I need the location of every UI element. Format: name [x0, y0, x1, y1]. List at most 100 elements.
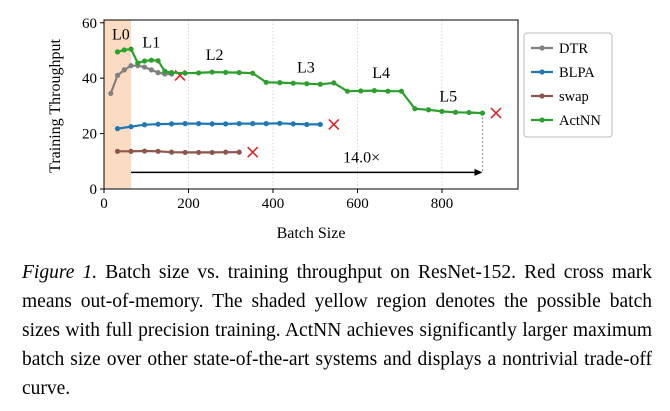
- data-point-actnn: [358, 88, 364, 94]
- y-axis-label: Training Throughput: [47, 39, 64, 173]
- data-point-blpa: [209, 121, 215, 127]
- data-point-swap: [236, 149, 242, 155]
- data-point-actnn: [121, 47, 127, 53]
- data-point-blpa: [114, 126, 121, 132]
- data-point-actnn: [128, 46, 134, 52]
- data-point-blpa: [317, 121, 323, 128]
- x-axis-label: Batch Size: [277, 225, 346, 242]
- legend-marker: [539, 93, 545, 99]
- oom-cross-stroke: [247, 146, 259, 158]
- series-line-blpa: [117, 122, 321, 130]
- throughput-chart: L0 L1 L2 L3 L4 L5 14.0× 0 200 400 600 800 0 20 40 60 D…: [47, 16, 613, 242]
- data-point-dtr: [128, 63, 134, 69]
- data-point-actnn: [196, 70, 202, 76]
- caption-text: Batch size vs. training throughput on Re…: [22, 262, 653, 399]
- data-point-blpa: [304, 121, 310, 128]
- y-tick-label: 20: [82, 127, 97, 143]
- data-point-actnn: [236, 70, 242, 76]
- level-label: L0: [112, 26, 130, 43]
- legend-label: BLPA: [559, 65, 595, 81]
- oom-cross-swap: [247, 146, 259, 158]
- data-point-actnn: [263, 79, 269, 85]
- data-point-actnn: [141, 58, 148, 64]
- data-point-dtr: [155, 70, 161, 76]
- data-point-actnn: [439, 108, 445, 115]
- y-tick-label: 0: [90, 182, 98, 198]
- legend-marker: [539, 45, 545, 51]
- legend-entry-dtr: DTR: [531, 41, 588, 57]
- data-point-actnn: [398, 88, 405, 94]
- series-line-dtr: [109, 64, 172, 94]
- data-point-actnn: [466, 109, 472, 116]
- figure-caption: Figure 1. Batch size vs. training throug…: [22, 258, 652, 403]
- data-point-actnn: [425, 107, 432, 113]
- ratio-arrow-head: [474, 168, 483, 176]
- data-point-blpa: [223, 121, 229, 127]
- data-point-actnn: [155, 58, 161, 64]
- data-point-dtr: [108, 90, 114, 97]
- data-point-dtr: [114, 72, 121, 79]
- data-point-actnn: [209, 69, 215, 75]
- data-point-dtr: [141, 64, 148, 70]
- legend-entry-actnn: ActNN: [531, 113, 601, 129]
- data-point-actnn: [317, 81, 323, 87]
- data-point-dtr: [121, 67, 127, 73]
- data-point-swap: [209, 149, 215, 156]
- oom-cross-actnn: [490, 107, 502, 119]
- data-point-swap: [168, 149, 175, 155]
- data-point-blpa: [196, 121, 202, 127]
- x-tick-label: 0: [100, 196, 108, 212]
- x-tick-label: 400: [262, 196, 285, 212]
- data-point-actnn: [148, 57, 154, 63]
- oom-cross-blpa: [328, 118, 340, 131]
- data-point-blpa: [250, 121, 256, 127]
- data-point-blpa: [128, 124, 134, 130]
- data-point-swap: [223, 149, 229, 155]
- data-point-actnn: [290, 80, 296, 86]
- x-tick-label: 800: [431, 196, 454, 212]
- data-point-swap: [114, 148, 121, 154]
- data-point-actnn: [182, 70, 188, 76]
- legend-label: ActNN: [559, 113, 601, 129]
- data-point-blpa: [155, 121, 161, 127]
- data-point-actnn: [304, 81, 310, 87]
- legend-entry-blpa: BLPA: [531, 65, 595, 81]
- legend-label: DTR: [559, 41, 588, 57]
- data-point-dtr: [148, 67, 154, 73]
- data-point-blpa: [263, 121, 269, 127]
- oom-cross-stroke: [328, 118, 340, 131]
- data-point-actnn: [331, 80, 337, 86]
- data-point-blpa: [277, 120, 283, 126]
- legend-marker: [539, 69, 545, 75]
- level-label: L5: [439, 89, 457, 106]
- data-point-actnn: [250, 70, 256, 76]
- data-point-actnn: [277, 80, 283, 86]
- data-point-swap: [155, 148, 161, 154]
- data-point-blpa: [168, 121, 175, 127]
- legend-marker: [539, 117, 545, 123]
- plot-frame: [103, 19, 519, 190]
- data-point-actnn: [162, 68, 168, 74]
- data-point-actnn: [479, 110, 486, 116]
- series-line-swap: [117, 149, 240, 154]
- data-point-swap: [141, 148, 148, 154]
- x-tick-label: 200: [177, 196, 200, 212]
- legend-entry-swap: swap: [531, 89, 589, 105]
- data-point-actnn: [412, 106, 418, 112]
- level-label: L1: [142, 35, 160, 52]
- data-point-blpa: [182, 121, 188, 127]
- oom-cross-stroke: [490, 107, 502, 119]
- data-point-swap: [196, 149, 202, 156]
- data-point-swap: [128, 148, 134, 154]
- data-point-actnn: [344, 88, 350, 94]
- y-tick-label: 40: [82, 71, 97, 87]
- data-point-actnn: [168, 70, 175, 76]
- caption-label: Figure 1.: [22, 262, 98, 283]
- data-point-actnn: [223, 69, 229, 75]
- full-precision-region: [104, 20, 132, 189]
- data-point-actnn: [114, 49, 121, 55]
- data-point-actnn: [385, 88, 391, 94]
- data-point-actnn: [371, 88, 377, 94]
- legend-box: [523, 32, 613, 138]
- level-label: L3: [297, 60, 315, 77]
